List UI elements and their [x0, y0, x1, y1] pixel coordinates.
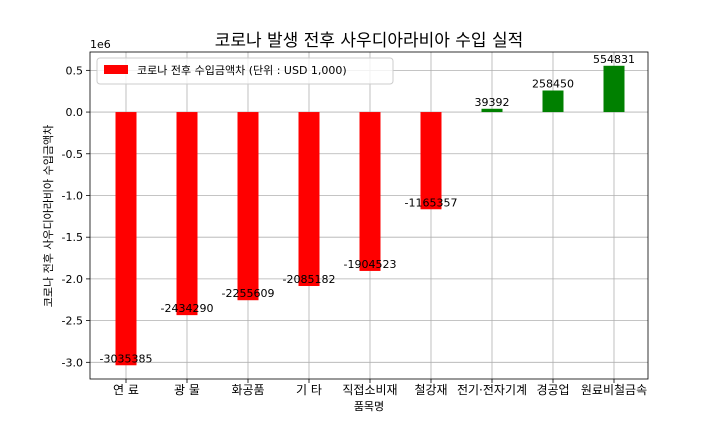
data-label: 258450 [532, 78, 574, 91]
bar [359, 112, 381, 271]
x-tick-label: 직접소비재 [342, 383, 397, 397]
data-label: -2255609 [222, 287, 275, 300]
bar [237, 112, 259, 301]
chart-title: 코로나 발생 전후 사우디아라비아 수입 실적 [215, 31, 524, 51]
bar [298, 112, 320, 287]
plot-frame [89, 51, 649, 380]
data-label: 39392 [475, 96, 510, 109]
bar [603, 65, 625, 113]
bar [176, 112, 198, 316]
data-label: -2434290 [161, 302, 214, 315]
bar [115, 112, 137, 366]
legend-frame [96, 57, 394, 85]
y-tick-label: -1.0 [62, 189, 83, 202]
y-tick-label: -1.5 [62, 231, 83, 244]
x-tick-label: 경공업 [536, 383, 569, 397]
bars [115, 65, 625, 366]
y-tick-label: -0.5 [62, 148, 83, 161]
y-tick-label: -2.0 [62, 273, 83, 286]
x-axis: 연 료 광 물 화공품 기 타 직접소비재 철강재 전기·전자기계 경공업 원료비철금속 [113, 379, 647, 397]
data-label: -3035385 [100, 352, 153, 365]
y-tick-label: 0.5 [66, 64, 84, 77]
x-tick-label: 전기·전자기계 [457, 383, 527, 397]
bar [542, 90, 564, 113]
data-label: -2085182 [283, 273, 336, 286]
legend-label: 코로나 전후 수입금액차 (단위 : USD 1,000) [137, 64, 347, 77]
bar [420, 112, 442, 210]
x-tick-label: 연 료 [113, 383, 139, 397]
x-tick-label: 원료비철금속 [581, 383, 647, 397]
y-tick-label: -2.5 [62, 315, 83, 328]
x-tick-label: 기 타 [296, 383, 322, 397]
data-labels: -3035385 -2434290 -2255609 -2085182 -1904523… [100, 53, 635, 365]
x-tick-label: 화공품 [231, 383, 264, 397]
data-label: -1904523 [344, 258, 397, 271]
y-axis-label: 코로나 전후 사우디아라비아 수입금액차 [42, 125, 55, 308]
legend: 코로나 전후 수입금액차 (단위 : USD 1,000) [96, 57, 394, 85]
y-axis: -3.0 -2.5 -2.0 -1.5 -1.0 -0.5 0.0 0.5 [62, 64, 90, 369]
bar [481, 108, 503, 113]
legend-swatch [104, 65, 128, 74]
x-tick-label: 철강재 [414, 383, 447, 397]
y-tick-label: 0.0 [66, 106, 84, 119]
data-label: -1165357 [405, 196, 458, 209]
data-label: 554831 [593, 53, 635, 66]
y-tick-label: -3.0 [62, 356, 83, 369]
y-scale-label: 1e6 [90, 38, 111, 51]
x-axis-label: 품목명 [354, 400, 384, 413]
x-tick-label: 광 물 [174, 383, 200, 397]
